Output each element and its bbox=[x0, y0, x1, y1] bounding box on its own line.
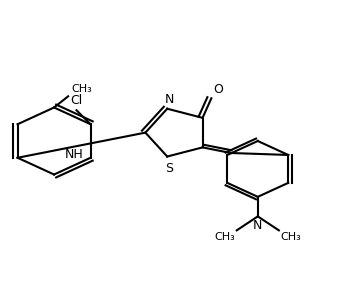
Text: O: O bbox=[213, 83, 223, 96]
Text: CH₃: CH₃ bbox=[214, 232, 235, 242]
Text: N: N bbox=[253, 219, 262, 232]
Text: CH₃: CH₃ bbox=[281, 232, 301, 242]
Text: S: S bbox=[165, 162, 173, 175]
Text: Cl: Cl bbox=[70, 94, 82, 107]
Text: NH: NH bbox=[65, 148, 84, 161]
Text: N: N bbox=[164, 93, 174, 106]
Text: CH₃: CH₃ bbox=[72, 83, 92, 94]
